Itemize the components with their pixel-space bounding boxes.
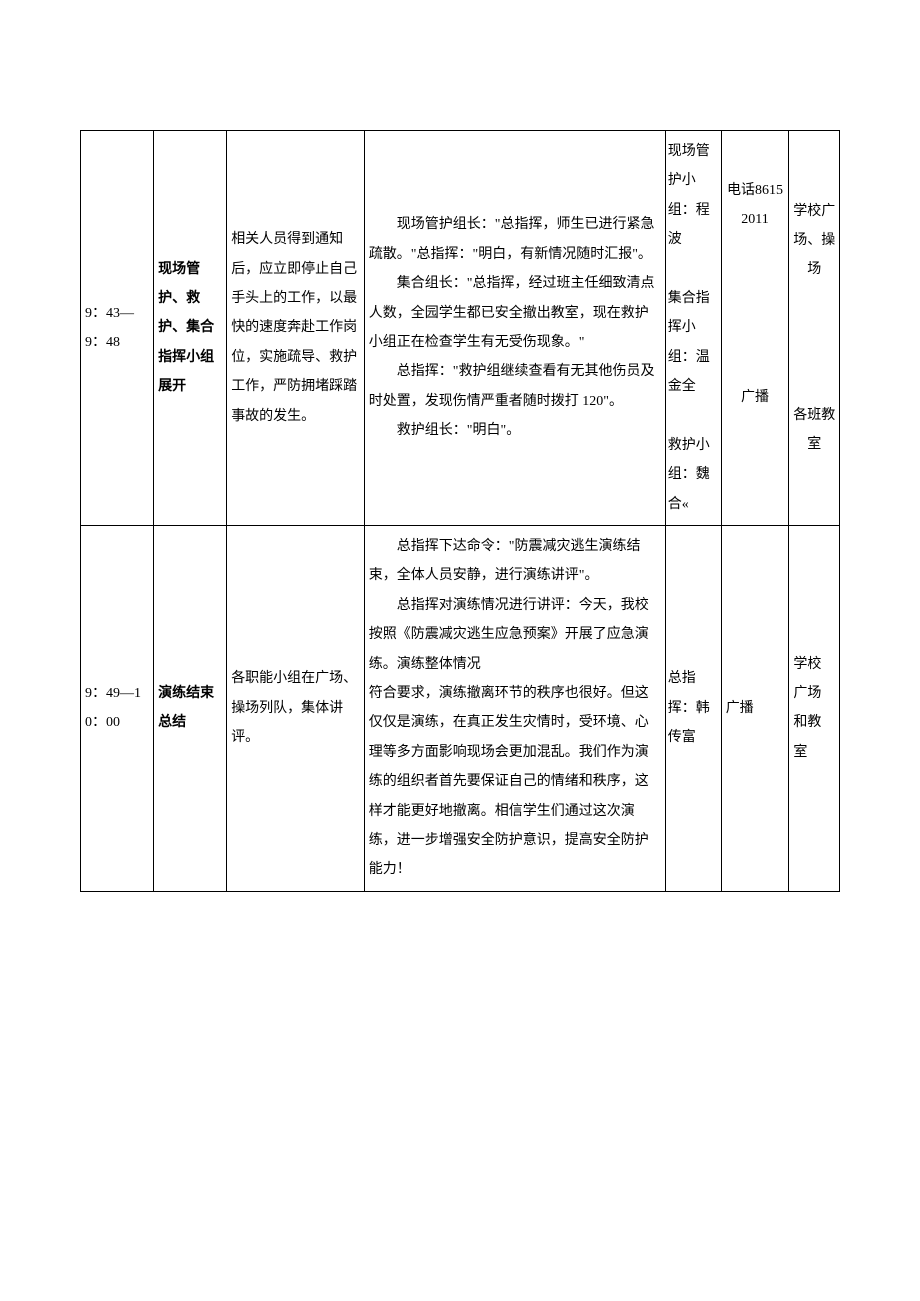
comm-text: 广播 xyxy=(726,694,785,723)
phase-text: 现场管护、救护、集合指挥小组展开 xyxy=(158,255,222,402)
cell-comm: 电话86152011 广播 xyxy=(721,131,789,526)
time-text: 9：49—10：00 xyxy=(85,679,149,738)
dialog-p1: 现场管护组长："总指挥，师生已进行紧急疏散。"总指挥："明白，有新情况随时汇报"… xyxy=(369,210,661,269)
dialog-p1: 总指挥下达命令："防震减灾逃生演练结束，全体人员安静，进行演练讲评"。 xyxy=(369,532,661,591)
comm1-text: 电话86152011 xyxy=(722,136,789,275)
cell-time: 9：49—10：00 xyxy=(81,526,154,892)
cell-person: 现场管护小组：程波 集合指挥小组：温金全 救护小组：魏合« xyxy=(665,131,721,526)
person-text: 现场管护小组：程波 集合指挥小组：温金全 救护小组：魏合« xyxy=(668,137,719,519)
dialog-p2: 集合组长："总指挥，经过班主任细致清点人数，全园学生都已安全撤出教室，现在救护小… xyxy=(369,269,661,357)
action-text: 各职能小组在广场、操场列队，集体讲评。 xyxy=(231,664,360,752)
dialog-p2: 总指挥对演练情况进行讲评：今天，我校按照《防震减灾逃生应急预案》开展了应急演练。… xyxy=(369,591,661,679)
place2-text: 各班教室 xyxy=(789,343,839,518)
place-subtable: 学校广场、操场 各班教室 xyxy=(789,139,839,518)
cell-place: 学校广场和教室 xyxy=(789,526,840,892)
cell-phase: 演练结束总结 xyxy=(154,526,227,892)
time-text: 9：43—9：48 xyxy=(85,299,149,358)
cell-action: 相关人员得到通知后，应立即停止自己手头上的工作，以最快的速度奔赴工作岗位，实施疏… xyxy=(227,131,365,526)
cell-dialog: 总指挥下达命令："防震减灾逃生演练结束，全体人员安静，进行演练讲评"。 总指挥对… xyxy=(364,526,665,892)
dialog-p3: 总指挥："救护组继续查看有无其他伤员及时处置，发现伤情严重者随时拨打 120"。 xyxy=(369,357,661,416)
cell-time: 9：43—9：48 xyxy=(81,131,154,526)
cell-phase: 现场管护、救护、集合指挥小组展开 xyxy=(154,131,227,526)
cell-comm: 广播 xyxy=(721,526,789,892)
place1-text: 学校广场、操场 xyxy=(789,139,839,343)
table-row: 9：49—10：00 演练结束总结 各职能小组在广场、操场列队，集体讲评。 总指… xyxy=(81,526,840,892)
action-text: 相关人员得到通知后，应立即停止自己手头上的工作，以最快的速度奔赴工作岗位，实施疏… xyxy=(231,225,360,431)
place-text: 学校广场和教室 xyxy=(793,650,835,768)
cell-dialog: 现场管护组长："总指挥，师生已进行紧急疏散。"总指挥："明白，有新情况随时汇报"… xyxy=(364,131,665,526)
phase-text: 演练结束总结 xyxy=(158,679,222,738)
document-page: 9：43—9：48 现场管护、救护、集合指挥小组展开 相关人员得到通知后，应立即… xyxy=(80,130,840,892)
cell-place1: 学校广场、操场 各班教室 xyxy=(789,131,840,526)
dialog-p3: 符合要求，演练撤离环节的秩序也很好。但这仅仅是演练，在真正发生灾情时，受环境、心… xyxy=(369,679,661,885)
comm-subtable: 电话86152011 广播 xyxy=(722,136,789,520)
table-row: 9：43—9：48 现场管护、救护、集合指挥小组展开 相关人员得到通知后，应立即… xyxy=(81,131,840,526)
dialog-p4: 救护组长："明白"。 xyxy=(369,416,661,445)
person-text: 总指挥：韩传富 xyxy=(668,664,719,752)
comm2-text: 广播 xyxy=(722,275,789,520)
cell-action: 各职能小组在广场、操场列队，集体讲评。 xyxy=(227,526,365,892)
schedule-table: 9：43—9：48 现场管护、救护、集合指挥小组展开 相关人员得到通知后，应立即… xyxy=(80,130,840,892)
cell-person: 总指挥：韩传富 xyxy=(665,526,721,892)
